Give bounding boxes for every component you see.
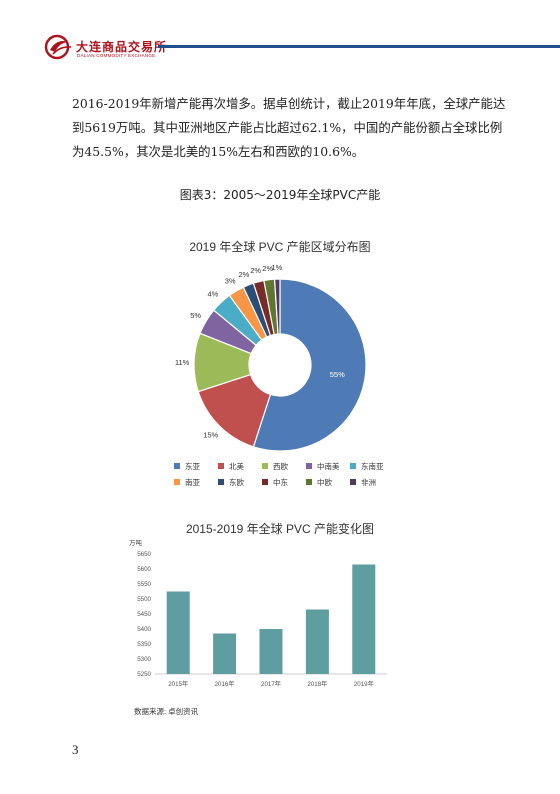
legend-swatch bbox=[306, 479, 312, 485]
legend-item: 中东 bbox=[262, 477, 306, 488]
pie-data-label: 11% bbox=[175, 358, 190, 367]
legend-label: 非洲 bbox=[361, 477, 376, 487]
legend-swatch bbox=[218, 463, 224, 469]
pie-chart-title: 2019 年全球 PVC 产能区域分布图 bbox=[189, 240, 371, 254]
bar bbox=[166, 591, 190, 674]
source-note: 数据来源: 卓创资讯 bbox=[134, 707, 199, 716]
legend-label: 中东 bbox=[273, 477, 288, 487]
x-tick-label: 2019年 bbox=[354, 680, 374, 688]
paragraph-line: 2016-2019年新增产能再次增多。据卓创统计，截止2019年年底，全球产能达 bbox=[72, 96, 506, 111]
legend-item: 东亚 bbox=[174, 461, 218, 472]
legend-item: 中欧 bbox=[306, 477, 350, 488]
legend-swatch bbox=[174, 479, 180, 485]
pie-data-label: 4% bbox=[207, 290, 218, 299]
legend-label: 北美 bbox=[229, 461, 244, 471]
bar-chart: 万吨 5250 5300 5350 5400 5450 5500 5550 5600 5650 20… bbox=[125, 538, 405, 700]
pie-chart: 55% 15% 11% 5% 4% 3% 2% 2% 2% 1% bbox=[150, 258, 410, 458]
pie-data-label: 15% bbox=[203, 430, 218, 439]
bar bbox=[259, 629, 283, 674]
bar bbox=[213, 633, 237, 674]
pie-data-label: 55% bbox=[330, 370, 345, 379]
y-axis-unit-label: 万吨 bbox=[129, 540, 143, 547]
y-tick-label: 5550 bbox=[137, 581, 151, 588]
bar bbox=[305, 609, 329, 674]
y-tick-label: 5400 bbox=[137, 626, 151, 633]
legend-label: 南亚 bbox=[185, 477, 200, 487]
pie-data-label: 5% bbox=[190, 311, 201, 320]
x-tick-label: 2015年 bbox=[168, 680, 188, 688]
body-paragraph: 2016-2019年新增产能再次增多。据卓创统计，截止2019年年底，全球产能达… bbox=[72, 92, 506, 164]
legend-label: 中南美 bbox=[317, 461, 340, 471]
bar bbox=[352, 564, 376, 674]
legend-swatch bbox=[262, 479, 268, 485]
y-tick-label: 5600 bbox=[137, 566, 151, 573]
exchange-logo-icon bbox=[44, 34, 72, 60]
paragraph-line: 为45.5%，其次是北美的15%左右和西欧的10.6%。 bbox=[72, 144, 365, 159]
legend-swatch bbox=[350, 463, 356, 469]
legend-item: 西欧 bbox=[262, 461, 306, 472]
legend-label: 中欧 bbox=[317, 477, 332, 487]
y-tick-label: 5650 bbox=[137, 551, 151, 558]
figure-caption: 图表3：2005～2019年全球PVC产能 bbox=[179, 188, 381, 202]
legend-label: 东南亚 bbox=[361, 461, 384, 471]
pie-data-label: 2% bbox=[250, 266, 261, 275]
y-tick-label: 5450 bbox=[137, 611, 151, 618]
page-header: 大连商品交易所 DALIAN COMMODITY EXCHANGE bbox=[0, 0, 560, 70]
pie-data-label: 2% bbox=[239, 270, 250, 279]
legend-label: 东欧 bbox=[229, 477, 244, 487]
legend-swatch bbox=[262, 463, 268, 469]
legend-item: 北美 bbox=[218, 461, 262, 472]
y-tick-label: 5500 bbox=[137, 596, 151, 603]
brand-name-cn: 大连商品交易所 bbox=[76, 40, 168, 54]
pie-data-label: 2% bbox=[262, 264, 273, 273]
legend-item: 东南亚 bbox=[350, 461, 394, 472]
legend-item: 非洲 bbox=[350, 477, 394, 488]
y-tick-label: 5300 bbox=[137, 656, 151, 663]
legend-row: 东亚 北美 西欧 中南美 东南亚 bbox=[174, 458, 434, 474]
brand-name-en: DALIAN COMMODITY EXCHANGE bbox=[77, 53, 156, 58]
pie-chart-legend: 东亚 北美 西欧 中南美 东南亚南亚 东欧 中东 中欧 非洲 bbox=[174, 458, 434, 490]
page-number: 3 bbox=[72, 742, 79, 757]
legend-item: 南亚 bbox=[174, 477, 218, 488]
header-divider bbox=[158, 45, 560, 48]
pie-slice bbox=[273, 278, 281, 335]
legend-swatch bbox=[218, 479, 224, 485]
pie-slice bbox=[252, 278, 367, 452]
y-tick-label: 5350 bbox=[137, 641, 151, 648]
legend-item: 东欧 bbox=[218, 477, 262, 488]
paragraph-line: 到5619万吨。其中亚洲地区产能占比超过62.1%，中国的产能份额占全球比例 bbox=[72, 120, 503, 135]
legend-row: 南亚 东欧 中东 中欧 非洲 bbox=[174, 474, 434, 490]
legend-swatch bbox=[350, 479, 356, 485]
pie-data-label: 1% bbox=[271, 263, 282, 272]
legend-item: 中南美 bbox=[306, 461, 350, 472]
y-tick-label: 5250 bbox=[137, 671, 151, 678]
x-tick-label: 2017年 bbox=[261, 680, 281, 688]
x-tick-label: 2016年 bbox=[215, 680, 235, 688]
bar-chart-title: 2015-2019 年全球 PVC 产能变化图 bbox=[185, 522, 375, 536]
pie-data-label: 3% bbox=[225, 277, 236, 286]
x-tick-label: 2018年 bbox=[307, 680, 327, 688]
legend-label: 西欧 bbox=[273, 461, 288, 471]
legend-swatch bbox=[306, 463, 312, 469]
legend-swatch bbox=[174, 463, 180, 469]
legend-label: 东亚 bbox=[185, 461, 200, 471]
